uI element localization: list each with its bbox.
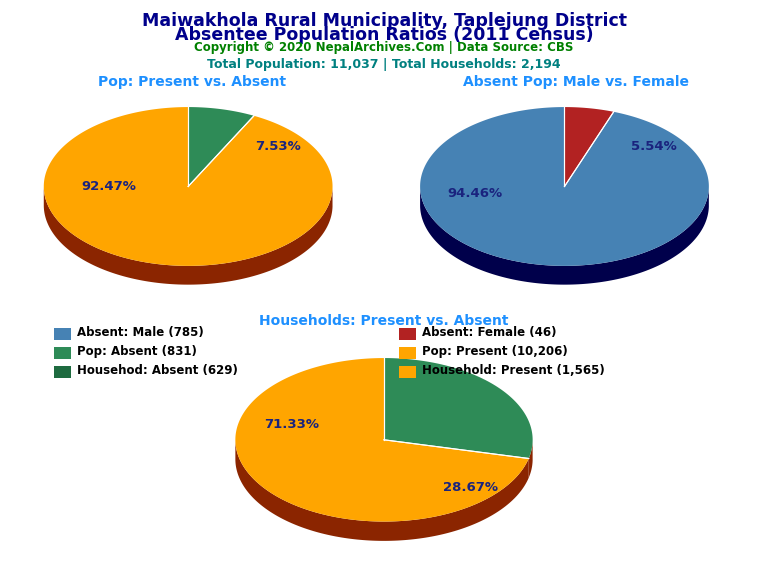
Polygon shape (44, 187, 333, 285)
Text: 7.53%: 7.53% (255, 139, 300, 153)
Text: 71.33%: 71.33% (264, 418, 319, 431)
Polygon shape (384, 358, 533, 458)
Text: Absentee Population Ratios (2011 Census): Absentee Population Ratios (2011 Census) (174, 26, 594, 44)
Text: Households: Present vs. Absent: Households: Present vs. Absent (260, 314, 508, 328)
Polygon shape (44, 107, 333, 266)
Text: 28.67%: 28.67% (442, 481, 498, 494)
Text: Household: Present (1,565): Household: Present (1,565) (422, 364, 605, 377)
Text: Pop: Absent (831): Pop: Absent (831) (77, 345, 197, 358)
Text: 92.47%: 92.47% (81, 180, 136, 193)
Text: Copyright © 2020 NepalArchives.Com | Data Source: CBS: Copyright © 2020 NepalArchives.Com | Dat… (194, 41, 574, 55)
Polygon shape (420, 107, 709, 266)
Polygon shape (235, 441, 528, 541)
Text: Pop: Present (10,206): Pop: Present (10,206) (422, 345, 568, 358)
Text: Maiwakhola Rural Municipality, Taplejung District: Maiwakhola Rural Municipality, Taplejung… (141, 12, 627, 29)
Text: 5.54%: 5.54% (631, 139, 677, 153)
Text: Pop: Present vs. Absent: Pop: Present vs. Absent (98, 75, 286, 89)
Text: Absent Pop: Male vs. Female: Absent Pop: Male vs. Female (463, 75, 689, 89)
Text: Total Population: 11,037 | Total Households: 2,194: Total Population: 11,037 | Total Househo… (207, 58, 561, 71)
Text: Absent: Female (46): Absent: Female (46) (422, 326, 557, 339)
Text: 94.46%: 94.46% (448, 187, 502, 200)
Text: Househod: Absent (629): Househod: Absent (629) (77, 364, 237, 377)
Text: Absent: Male (785): Absent: Male (785) (77, 326, 204, 339)
Polygon shape (420, 187, 709, 285)
Polygon shape (564, 107, 614, 187)
Polygon shape (528, 441, 533, 478)
Polygon shape (188, 107, 254, 187)
Polygon shape (235, 358, 528, 521)
